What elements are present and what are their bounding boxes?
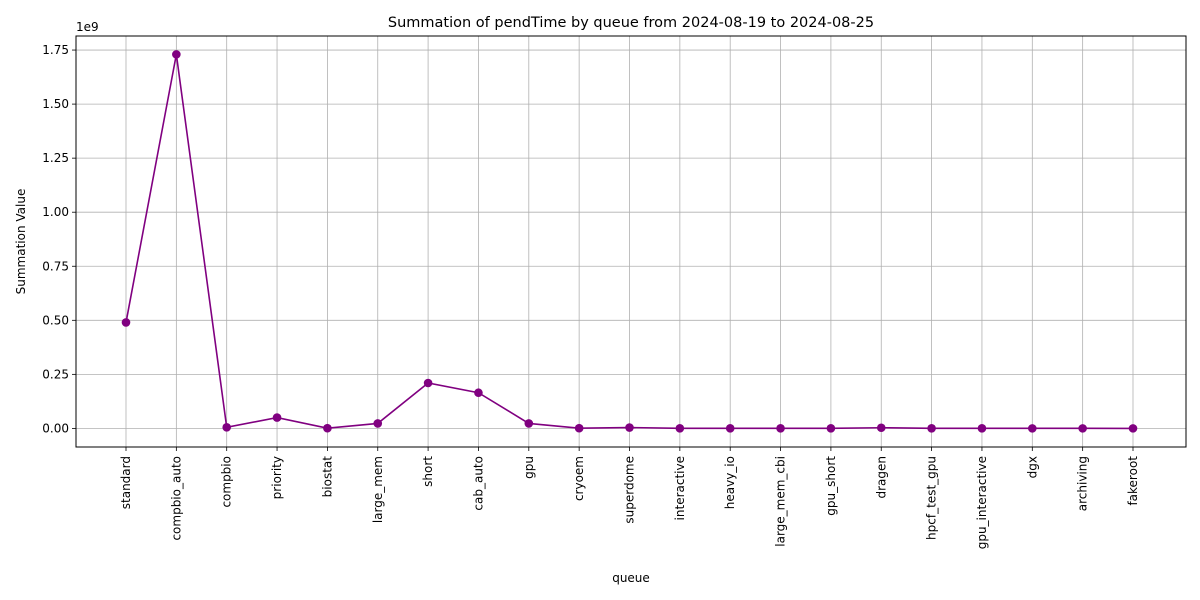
x-tick-label: dragen bbox=[874, 456, 888, 499]
data-point bbox=[776, 424, 785, 433]
axis-ticks: 0.00 0.25 0.50 0.75 1.00 1.25 1.50 1.75 standard… bbox=[42, 43, 1140, 549]
grid bbox=[76, 36, 1186, 447]
x-tick-label: superdome bbox=[623, 456, 637, 524]
data-point bbox=[121, 318, 131, 327]
data-point bbox=[826, 423, 836, 433]
chart-title: Summation of pendTime by queue from 2024… bbox=[388, 15, 874, 31]
data-point bbox=[1078, 424, 1087, 433]
data-point bbox=[977, 424, 987, 433]
x-axis-title: queue bbox=[612, 571, 650, 585]
data-point bbox=[876, 423, 886, 433]
y-axis-title: Summation Value bbox=[14, 189, 28, 295]
data-point bbox=[1128, 424, 1138, 433]
series bbox=[121, 50, 1138, 433]
y-tick-label: 0.75 bbox=[42, 259, 69, 273]
x-tick-label: standard bbox=[119, 456, 133, 509]
x-tick-label: priority bbox=[270, 456, 284, 499]
y-axis-offset-label: 1e9 bbox=[76, 20, 99, 34]
data-point bbox=[574, 423, 584, 433]
x-tick-label: gpu_interactive bbox=[975, 456, 989, 549]
data-point bbox=[373, 419, 383, 428]
y-tick-label: 1.25 bbox=[42, 151, 69, 165]
data-point bbox=[625, 423, 634, 432]
data-point bbox=[927, 423, 936, 433]
y-tick-label: 1.00 bbox=[42, 205, 69, 219]
y-tick-label: 0.50 bbox=[42, 313, 69, 327]
x-tick-label: compbio_auto bbox=[169, 456, 183, 541]
x-tick-label: biostat bbox=[320, 456, 334, 498]
x-tick-label: cab_auto bbox=[471, 456, 485, 511]
x-tick-label: cryoem bbox=[572, 456, 586, 501]
data-point bbox=[272, 413, 282, 422]
data-point bbox=[222, 423, 231, 432]
data-point bbox=[323, 423, 332, 433]
x-tick-label: archiving bbox=[1076, 456, 1090, 511]
x-tick-label: hpcf_test_gpu bbox=[925, 456, 939, 540]
x-tick-label: gpu_short bbox=[824, 456, 838, 516]
x-tick-label: dgx bbox=[1025, 456, 1039, 478]
plot-area bbox=[75, 35, 1187, 448]
x-tick-label: large_mem bbox=[371, 456, 385, 523]
data-point bbox=[725, 424, 735, 433]
x-tick-label: heavy_io bbox=[723, 456, 737, 509]
x-tick-label: interactive bbox=[673, 456, 687, 520]
x-tick-label: gpu bbox=[522, 456, 536, 479]
x-tick-label: short bbox=[421, 456, 435, 487]
y-tick-label: 1.75 bbox=[42, 43, 69, 57]
y-tick-label: 0.00 bbox=[42, 421, 69, 435]
data-point bbox=[1028, 424, 1037, 433]
y-tick-label: 1.50 bbox=[42, 97, 69, 111]
y-tick-label: 0.25 bbox=[42, 367, 69, 381]
x-tick-label: compbio bbox=[220, 456, 234, 508]
data-point bbox=[474, 388, 483, 398]
data-point bbox=[524, 419, 534, 428]
data-point bbox=[423, 378, 433, 388]
x-tick-label: fakeroot bbox=[1126, 456, 1140, 506]
data-point bbox=[675, 423, 685, 433]
x-tick-label: large_mem_cbi bbox=[774, 456, 788, 547]
data-point bbox=[172, 50, 181, 59]
